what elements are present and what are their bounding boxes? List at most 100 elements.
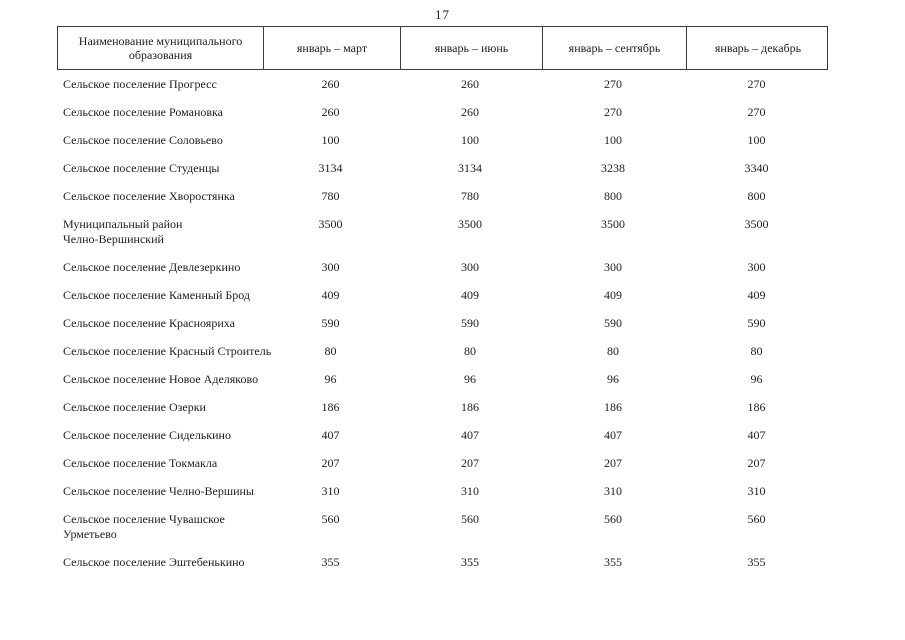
municipality-name: Сельское поселение Краснояриха — [63, 316, 235, 330]
value-jan-sep: 186 — [604, 400, 622, 414]
value-jan-dec: 407 — [747, 428, 766, 442]
table-row: Сельское поселение Токмакла 207 207 207 207 — [57, 456, 828, 471]
municipality-name: Сельское поселение Соловьево — [63, 133, 223, 147]
table-row: Сельское поселение Соловьево 100 100 100 100 — [57, 133, 828, 148]
value-jan-sep: 270 — [604, 105, 622, 119]
value-jan-dec: 300 — [747, 260, 766, 274]
value-jan-jun: 260 — [461, 105, 479, 119]
value-jan-dec: 100 — [747, 133, 766, 147]
value-jan-jun: 590 — [461, 316, 479, 330]
value-jan-mar: 96 — [324, 372, 337, 386]
value-jan-dec: 800 — [747, 189, 766, 203]
header-jan-jun: январь – июнь — [400, 27, 542, 69]
header-jan-sep: январь – сентябрь — [542, 27, 686, 69]
municipality-name: Сельское поселение Чувашское Урметьево — [63, 512, 225, 541]
value-jan-dec: 186 — [747, 400, 766, 414]
table-row: Сельское поселение Прогресс 260 260 270 270 — [57, 77, 828, 92]
value-jan-mar: 407 — [321, 428, 340, 442]
municipality-name: Сельское поселение Каменный Брод — [63, 288, 251, 302]
value-jan-dec: 590 — [747, 316, 766, 330]
table-row: Сельское поселение Хворостянка 780 780 800 8… — [57, 189, 828, 204]
municipality-name: Сельское поселение Студенцы — [63, 161, 220, 175]
value-jan-mar: 560 — [321, 512, 340, 526]
value-jan-sep: 96 — [607, 372, 619, 386]
value-jan-dec: 3340 — [744, 161, 769, 175]
table-row: Сельское поселение Новое Аделяково 96 96 96… — [57, 372, 828, 387]
value-jan-mar: 3500 — [318, 217, 343, 231]
value-jan-sep: 100 — [604, 133, 622, 147]
value-jan-dec: 355 — [747, 555, 766, 569]
municipality-name: Сельское поселение Челно-Вершины — [63, 484, 254, 498]
table-row: Сельское поселение Студенцы 3134 3134 3238 3… — [57, 161, 828, 176]
table-row: Сельское поселение Красный Строитель 80 80… — [57, 344, 828, 359]
table-row: Сельское поселение Челно-Вершины 310 310 31… — [57, 484, 828, 499]
value-jan-jun: 80 — [464, 344, 476, 358]
header-jan-dec: январь – декабрь — [686, 27, 829, 69]
table-row: Сельское поселение Озерки 186 186 186 186 — [57, 400, 828, 415]
table-row: Сельское поселение Краснояриха 590 590 590 5… — [57, 316, 828, 331]
value-jan-jun: 780 — [461, 189, 479, 203]
municipality-name: Сельское поселение Девлезеркино — [63, 260, 241, 274]
value-jan-jun: 3134 — [458, 161, 482, 175]
value-jan-mar: 310 — [321, 484, 340, 498]
municipal-values-table: Наименование муниципального образования … — [57, 26, 828, 583]
value-jan-sep: 409 — [604, 288, 622, 302]
value-jan-sep: 355 — [604, 555, 622, 569]
municipality-name: Сельское поселение Озерки — [63, 400, 206, 414]
value-jan-jun: 96 — [464, 372, 476, 386]
value-jan-sep: 310 — [604, 484, 622, 498]
value-jan-sep: 3500 — [601, 217, 625, 231]
value-jan-dec: 310 — [747, 484, 766, 498]
value-jan-dec: 409 — [747, 288, 766, 302]
value-jan-mar: 186 — [321, 400, 340, 414]
value-jan-dec: 80 — [750, 344, 763, 358]
municipality-name: Сельское поселение Сиделькино — [63, 428, 231, 442]
table-row: Сельское поселение Сиделькино 407 407 407 40… — [57, 428, 828, 443]
value-jan-jun: 260 — [461, 77, 479, 91]
value-jan-sep: 407 — [604, 428, 622, 442]
value-jan-mar: 207 — [321, 456, 340, 470]
value-jan-sep: 270 — [604, 77, 622, 91]
value-jan-mar: 260 — [321, 77, 340, 91]
table-row: Сельское поселение Девлезеркино 300 300 300… — [57, 260, 828, 275]
value-jan-jun: 207 — [461, 456, 479, 470]
value-jan-mar: 300 — [321, 260, 340, 274]
value-jan-sep: 3238 — [601, 161, 625, 175]
value-jan-jun: 186 — [461, 400, 479, 414]
value-jan-sep: 590 — [604, 316, 622, 330]
municipality-name: Сельское поселение Хворостянка — [63, 189, 235, 203]
value-jan-sep: 800 — [604, 189, 622, 203]
value-jan-dec: 270 — [747, 105, 766, 119]
value-jan-dec: 3500 — [744, 217, 769, 231]
value-jan-jun: 409 — [461, 288, 479, 302]
value-jan-jun: 100 — [461, 133, 479, 147]
value-jan-jun: 560 — [461, 512, 479, 526]
value-jan-jun: 310 — [461, 484, 479, 498]
municipality-name: Сельское поселение Токмакла — [63, 456, 218, 470]
value-jan-dec: 207 — [747, 456, 766, 470]
table-row: Сельское поселение Чувашское Урметьево 56… — [57, 512, 828, 542]
municipality-name: Сельское поселение Эштебенькино — [63, 555, 245, 569]
value-jan-jun: 3500 — [458, 217, 482, 231]
municipality-name: Сельское поселение Красный Строитель — [63, 344, 272, 358]
value-jan-jun: 355 — [461, 555, 479, 569]
value-jan-jun: 407 — [461, 428, 479, 442]
value-jan-sep: 300 — [604, 260, 622, 274]
value-jan-mar: 260 — [321, 105, 340, 119]
value-jan-mar: 80 — [324, 344, 337, 358]
value-jan-mar: 100 — [321, 133, 340, 147]
value-jan-sep: 80 — [607, 344, 619, 358]
header-jan-mar: январь – март — [263, 27, 400, 69]
municipality-name: Сельское поселение Романовка — [63, 105, 224, 119]
table-body: Сельское поселение Прогресс 260 260 270 270 С… — [57, 70, 828, 570]
value-jan-sep: 207 — [604, 456, 622, 470]
value-jan-mar: 3134 — [318, 161, 343, 175]
table-row: Сельское поселение Эштебенькино 355 355 355… — [57, 555, 828, 570]
value-jan-mar: 780 — [321, 189, 340, 203]
page-number: 17 — [435, 7, 450, 22]
municipality-name: Сельское поселение Прогресс — [63, 77, 217, 91]
table-row: Муниципальный район Челно-Вершинский 3500… — [57, 217, 828, 247]
value-jan-mar: 590 — [321, 316, 340, 330]
value-jan-sep: 560 — [604, 512, 622, 526]
value-jan-dec: 560 — [747, 512, 766, 526]
